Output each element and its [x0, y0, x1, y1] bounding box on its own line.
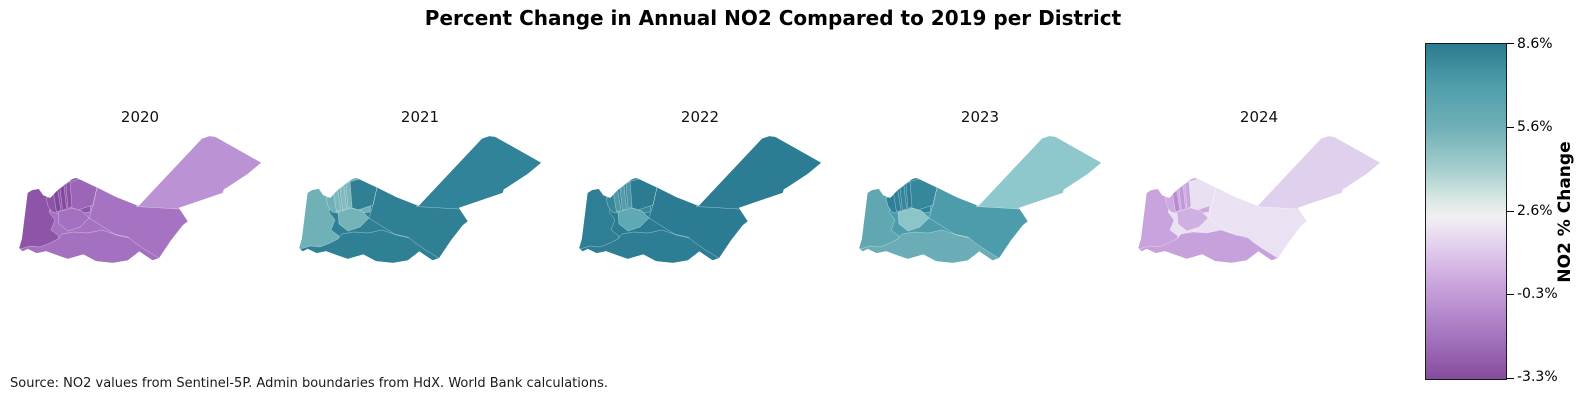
district-sliver-2 — [59, 185, 67, 211]
district-border-line — [368, 187, 410, 239]
map-panel-2023: 2023 — [856, 108, 1104, 288]
district-central — [337, 207, 370, 232]
district-northeast-arm — [695, 136, 821, 210]
colorbar-tick-label: 8.6% — [1517, 36, 1553, 52]
district-sliver-3 — [625, 181, 633, 209]
district-sliver-2 — [619, 185, 627, 211]
chart-title: Percent Change in Annual NO2 Compared to… — [424, 6, 1122, 30]
district-sliver-2 — [899, 185, 907, 211]
district-central — [617, 207, 650, 232]
district-border-line — [88, 187, 130, 239]
map-panel-2024: 2024 — [1135, 108, 1383, 288]
choropleth-map-2021 — [299, 136, 541, 263]
district-border-line — [1207, 187, 1249, 239]
district-sliver-3 — [65, 181, 73, 209]
year-label: 2021 — [400, 108, 440, 126]
district-central — [897, 207, 930, 232]
district-sliver-3 — [345, 181, 353, 209]
map-panel-2020: 2020 — [16, 108, 264, 288]
choropleth-map-2020 — [19, 136, 261, 263]
colorbar-axis-label: NO2 % Change — [1555, 141, 1575, 283]
colorbar-tick — [1507, 210, 1514, 212]
district-northeast-arm — [1254, 136, 1380, 210]
colorbar-tick — [1507, 294, 1514, 296]
district-border-line — [928, 187, 970, 239]
colorbar-tick-label: -3.3% — [1517, 369, 1558, 385]
district-border-line — [648, 187, 690, 239]
choropleth-map-2023 — [859, 136, 1101, 263]
colorbar-tick — [1507, 378, 1514, 379]
district-sliver-2 — [1178, 185, 1186, 211]
colorbar-tick — [1507, 126, 1514, 128]
district-northeast-arm — [415, 136, 541, 210]
district-northeast-arm — [135, 136, 261, 210]
year-label: 2024 — [1239, 108, 1279, 126]
year-label: 2023 — [960, 108, 1000, 126]
map-panel-2022: 2022 — [576, 108, 824, 288]
colorbar-gradient — [1425, 43, 1507, 380]
district-sliver-3 — [905, 181, 913, 209]
choropleth-map-2024 — [1138, 136, 1380, 263]
source-note: Source: NO2 values from Sentinel-5P. Adm… — [10, 376, 608, 391]
colorbar-tick — [1507, 43, 1514, 44]
district-sliver-2 — [339, 185, 347, 211]
map-panel-2021: 2021 — [296, 108, 544, 288]
year-label: 2020 — [120, 108, 160, 126]
district-sliver-3 — [1184, 181, 1192, 209]
year-label: 2022 — [680, 108, 720, 126]
choropleth-map-2022 — [579, 136, 821, 263]
colorbar-tick-label: -0.3% — [1517, 286, 1558, 303]
colorbar-tick-label: 5.6% — [1517, 118, 1553, 135]
district-northeast-arm — [975, 136, 1101, 210]
district-central — [57, 207, 90, 232]
district-central — [1176, 207, 1209, 232]
colorbar-tick-label: 2.6% — [1517, 202, 1553, 219]
